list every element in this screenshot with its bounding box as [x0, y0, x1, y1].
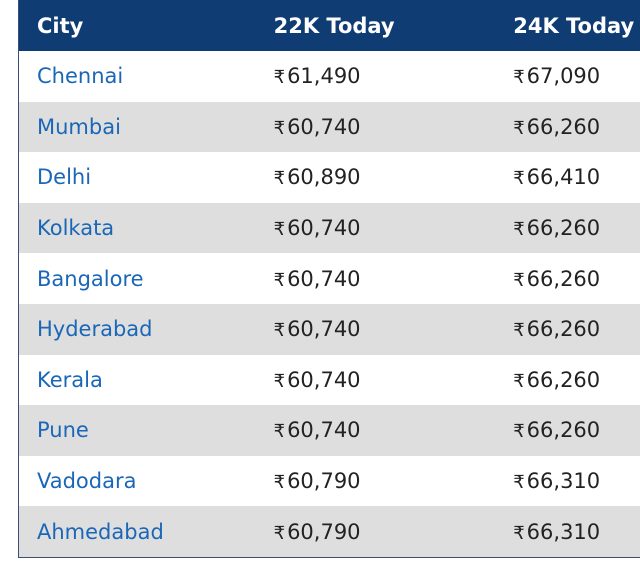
- price-24k: 66,260: [526, 418, 601, 443]
- price-22k: 60,740: [287, 266, 361, 291]
- city-link[interactable]: Vadodara: [37, 469, 137, 494]
- rupee-icon: ₹: [273, 269, 286, 291]
- price-22k: 60,740: [287, 367, 361, 392]
- city-link[interactable]: Kerala: [37, 367, 103, 392]
- rupee-icon: ₹: [273, 219, 286, 241]
- city-link[interactable]: Hyderabad: [37, 317, 153, 342]
- rupee-icon: ₹: [513, 421, 525, 443]
- rupee-icon: ₹: [273, 522, 286, 544]
- price-24k: 66,260: [526, 266, 601, 291]
- table-row: Kolkata ₹60,740 ₹66,260: [19, 202, 640, 254]
- rupee-icon: ₹: [513, 269, 525, 291]
- price-22k: 60,740: [287, 418, 361, 443]
- rupee-icon: ₹: [513, 168, 525, 190]
- rupee-icon: ₹: [513, 117, 525, 139]
- header-city: City: [37, 13, 84, 38]
- rupee-icon: ₹: [273, 320, 286, 342]
- rupee-icon: ₹: [273, 117, 286, 139]
- table-row: Hyderabad ₹60,740 ₹66,260: [19, 303, 640, 355]
- rupee-icon: ₹: [513, 472, 525, 494]
- price-22k: 60,790: [287, 469, 361, 494]
- price-22k: 60,740: [287, 216, 361, 241]
- rupee-icon: ₹: [273, 168, 286, 190]
- table-row: Chennai ₹61,490 ₹67,090: [19, 51, 640, 102]
- table-row: Bangalore ₹60,740 ₹66,260: [19, 253, 640, 304]
- price-24k: 66,260: [526, 367, 601, 392]
- header-24k-today: 24K Today: [513, 13, 635, 38]
- city-link[interactable]: Bangalore: [37, 266, 144, 291]
- table-row: Mumbai ₹60,740 ₹66,260: [19, 101, 640, 153]
- table-row: Vadodara ₹60,790 ₹66,310: [19, 455, 640, 507]
- city-link[interactable]: Mumbai: [37, 114, 121, 139]
- rupee-icon: ₹: [273, 472, 286, 494]
- rupee-icon: ₹: [513, 320, 525, 342]
- price-22k: 60,740: [287, 317, 361, 342]
- table-header: City 22K Today 24K Today: [19, 0, 640, 51]
- rupee-icon: ₹: [513, 219, 525, 241]
- price-24k: 66,310: [526, 519, 601, 544]
- city-link[interactable]: Ahmedabad: [37, 519, 164, 544]
- rupee-icon: ₹: [513, 67, 525, 89]
- table-row: Kerala ₹60,740 ₹66,260: [19, 354, 640, 406]
- price-22k: 60,790: [287, 519, 361, 544]
- table-row: Delhi ₹60,890 ₹66,410: [19, 152, 640, 203]
- city-link[interactable]: Delhi: [37, 165, 92, 190]
- price-22k: 61,490: [287, 64, 361, 89]
- rupee-icon: ₹: [273, 421, 286, 443]
- price-24k: 67,090: [526, 64, 601, 89]
- price-24k: 66,260: [526, 216, 601, 241]
- price-22k: 60,890: [287, 165, 361, 190]
- price-24k: 66,310: [526, 469, 601, 494]
- table-row: Ahmedabad ₹60,790 ₹66,310: [19, 506, 640, 557]
- gold-rate-table: City 22K Today 24K Today Chennai ₹61,490…: [18, 0, 640, 558]
- rupee-icon: ₹: [513, 522, 525, 544]
- rupee-icon: ₹: [273, 370, 286, 392]
- city-link[interactable]: Kolkata: [37, 216, 115, 241]
- rupee-icon: ₹: [273, 67, 286, 89]
- price-24k: 66,260: [526, 317, 601, 342]
- price-22k: 60,740: [287, 114, 361, 139]
- price-24k: 66,260: [526, 114, 601, 139]
- city-link[interactable]: Chennai: [37, 64, 124, 89]
- table-row: Pune ₹60,740 ₹66,260: [19, 405, 640, 456]
- price-24k: 66,410: [526, 165, 601, 190]
- header-22k-today: 22K Today: [273, 13, 395, 38]
- rupee-icon: ₹: [513, 370, 525, 392]
- city-link[interactable]: Pune: [37, 418, 89, 443]
